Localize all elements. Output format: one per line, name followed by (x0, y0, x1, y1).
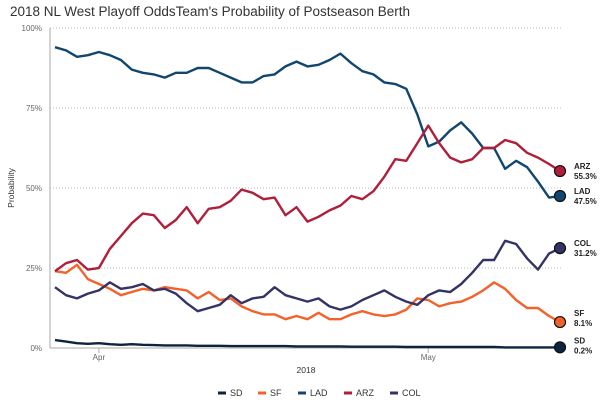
end-label-team: SF (574, 309, 584, 318)
end-label-team: SD (574, 336, 585, 345)
series-line-col (54, 239, 561, 313)
legend-label: SD (230, 388, 243, 398)
y-tick-label: 0% (30, 344, 42, 353)
end-label-value: 31.2% (574, 249, 597, 258)
legend-item-sf[interactable]: SF (258, 388, 282, 398)
end-marker-sf[interactable] (553, 315, 567, 329)
legend-item-lad[interactable]: LAD (298, 388, 328, 398)
end-label-value: 55.3% (574, 172, 597, 181)
end-label-team: LAD (574, 187, 591, 196)
series-line-arz (54, 124, 561, 273)
legend-label: ARZ (356, 388, 375, 398)
end-label-value: 47.5% (574, 197, 597, 206)
end-marker-col[interactable] (553, 242, 567, 255)
legend-label: SF (270, 388, 282, 398)
series-line-lad (54, 46, 561, 199)
x-tick-label: Apr (93, 353, 106, 362)
end-label-value: 0.2% (574, 346, 592, 355)
y-tick-label: 50% (26, 184, 42, 193)
legend-item-sd[interactable]: SD (218, 388, 243, 398)
legend-item-col[interactable]: COL (390, 388, 421, 398)
end-marker-arz[interactable] (553, 164, 567, 178)
series-line-sd (54, 338, 560, 349)
x-tick-label: May (421, 353, 436, 362)
series-lines (54, 46, 561, 349)
legend: SD SF LAD ARZ COL (218, 388, 421, 398)
y-tick-label: 100% (22, 24, 42, 33)
x-axis-title: 2018 (297, 365, 316, 375)
y-tick-label: 25% (26, 264, 42, 273)
end-marker-lad[interactable] (553, 189, 567, 203)
y-tick-label: 75% (26, 104, 42, 113)
series-line-sf (54, 263, 561, 324)
end-label-team: ARZ (574, 162, 591, 171)
y-axis-title: Probability (6, 167, 16, 207)
end-label-value: 8.1% (574, 319, 592, 328)
legend-label: COL (402, 388, 421, 398)
end-label-team: COL (574, 239, 591, 248)
legend-item-arz[interactable]: ARZ (344, 388, 375, 398)
end-marker-sd[interactable] (553, 341, 567, 354)
chart-title: 2018 NL West Playoff OddsTeam's Probabil… (10, 4, 411, 19)
axes: 0% 25% 50% 75% 100% Apr May 2018 Probability (6, 24, 562, 375)
legend-label: LAD (310, 388, 328, 398)
